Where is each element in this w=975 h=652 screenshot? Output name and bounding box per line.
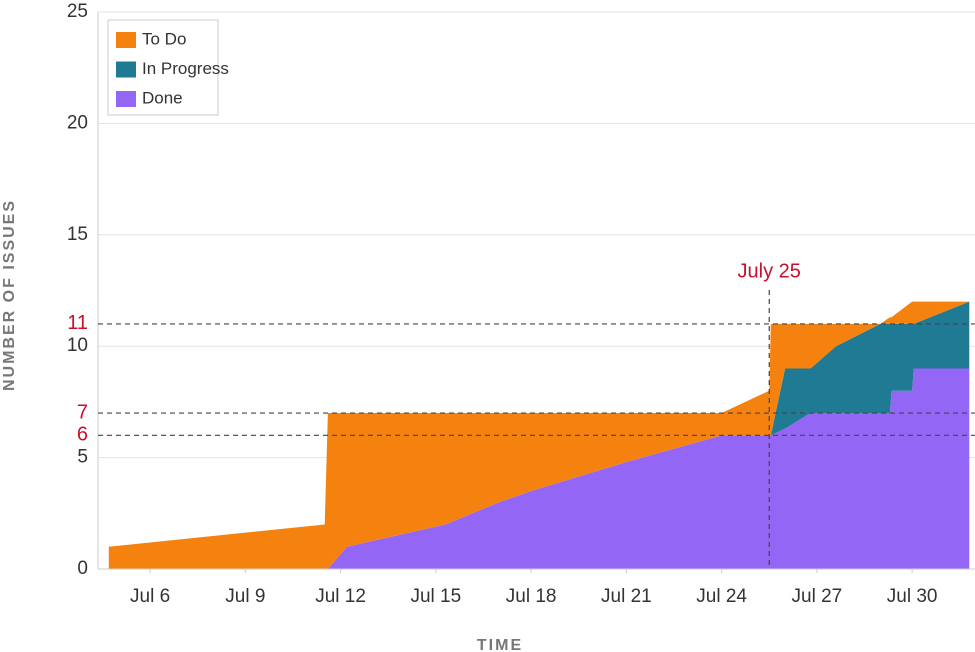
x-tick-label: Jul 15 (410, 586, 461, 607)
reference-label: July 25 (738, 260, 801, 282)
y-tick-label: 10 (67, 335, 88, 356)
y-tick-label: 0 (77, 558, 88, 579)
x-tick-label: Jul 12 (315, 586, 366, 607)
x-tick-label: Jul 27 (792, 586, 843, 607)
y-tick-label: 20 (67, 112, 88, 133)
y-axis-label: NUMBER OF ISSUES (1, 199, 18, 391)
legend-label: Done (142, 88, 183, 107)
x-tick-label: Jul 6 (130, 586, 170, 607)
x-tick-label: Jul 18 (506, 586, 557, 607)
reference-label: 6 (77, 424, 88, 446)
y-tick-label: 15 (67, 224, 88, 245)
x-tick-label: Jul 24 (696, 586, 747, 607)
x-axis-label: TIME (477, 637, 523, 652)
legend-swatch (116, 91, 136, 107)
legend-swatch (116, 32, 136, 48)
legend-label: In Progress (142, 59, 229, 78)
x-tick-label: Jul 9 (225, 586, 265, 607)
reference-label: 7 (77, 401, 88, 423)
x-tick-label: Jul 30 (887, 586, 938, 607)
x-tick-label: Jul 21 (601, 586, 652, 607)
y-tick-label: 25 (67, 1, 88, 22)
legend-label: To Do (142, 29, 186, 48)
legend: To Do In Progress Done (107, 19, 229, 116)
reference-label: 11 (67, 312, 88, 334)
legend-swatch (116, 61, 136, 78)
y-tick-label: 5 (77, 447, 88, 468)
area (108, 368, 970, 569)
area (108, 301, 970, 569)
